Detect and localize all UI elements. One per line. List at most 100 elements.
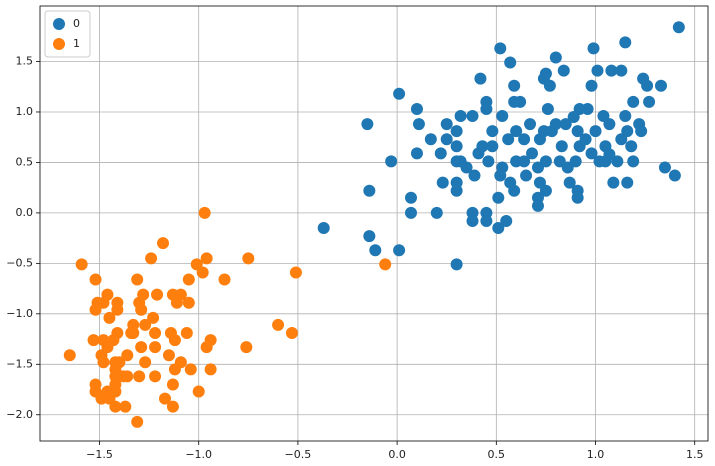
point [192,385,205,398]
point [658,161,671,174]
point [621,176,634,189]
y-tick-label: −0.5 [6,256,33,269]
point [119,400,132,413]
y-tick-label: 0.5 [16,155,34,168]
point [454,110,467,123]
y-tick-label: 1.5 [16,55,34,68]
point [627,95,640,108]
point [531,199,544,212]
point [121,370,134,383]
point [242,252,255,265]
x-tick-label: 0.0 [388,448,406,461]
point [121,349,134,362]
point [539,184,552,197]
y-tick-label: −2.0 [6,408,33,421]
x-tick-label: 1.5 [686,448,704,461]
point [125,327,138,340]
point [272,318,285,331]
point [567,111,580,124]
point [520,169,533,182]
point [133,370,146,383]
y-tick-label: −1.0 [6,307,33,320]
x-tick-label: −0.5 [285,448,312,461]
point [424,133,437,146]
point [63,349,76,362]
point [641,79,654,92]
point [482,155,495,168]
point [619,36,632,49]
point [450,184,463,197]
point [524,118,537,131]
point [111,303,124,316]
point [97,356,110,369]
point [541,102,554,115]
point [289,266,302,279]
point [494,42,507,55]
point [514,95,527,108]
point [168,334,181,347]
point [450,140,463,153]
point [466,214,479,227]
point [672,21,685,34]
point [184,363,197,376]
point [162,349,175,362]
point [531,161,544,174]
point [363,230,376,243]
point [627,155,640,168]
point [131,415,144,428]
point [494,169,507,182]
point [611,155,624,168]
point [97,296,110,309]
point [393,244,406,257]
point [157,237,170,250]
point [200,341,213,354]
point [218,273,231,286]
point [151,288,164,301]
point [166,378,179,391]
legend-marker [53,38,65,50]
point [603,148,616,161]
point [168,363,181,376]
point [502,133,515,146]
point [145,252,158,265]
legend: 01 [44,10,91,58]
point [158,392,171,405]
point [472,147,485,160]
legend-marker [53,18,65,30]
point [180,327,193,340]
point [625,140,638,153]
point [543,79,556,92]
point [579,133,592,146]
point [585,79,598,92]
point [466,110,479,123]
point [492,191,505,204]
point [654,79,667,92]
point [480,102,493,115]
point [545,125,558,138]
point [405,206,418,219]
point [440,133,453,146]
point [549,51,562,64]
point [147,311,160,324]
point [440,118,453,131]
point [89,303,102,316]
point [526,147,539,160]
point [405,191,418,204]
point [492,222,505,235]
x-tick-label: 1.0 [587,448,605,461]
point [285,327,298,340]
point [559,118,572,131]
point [410,147,423,160]
point [591,64,604,77]
point [500,214,513,227]
point [635,125,648,138]
y-tick-label: 0.0 [16,206,34,219]
point [131,273,144,286]
point [139,318,152,331]
point [533,133,546,146]
point [668,169,681,182]
point [450,258,463,271]
point [510,125,523,138]
plot-frame [39,5,709,442]
